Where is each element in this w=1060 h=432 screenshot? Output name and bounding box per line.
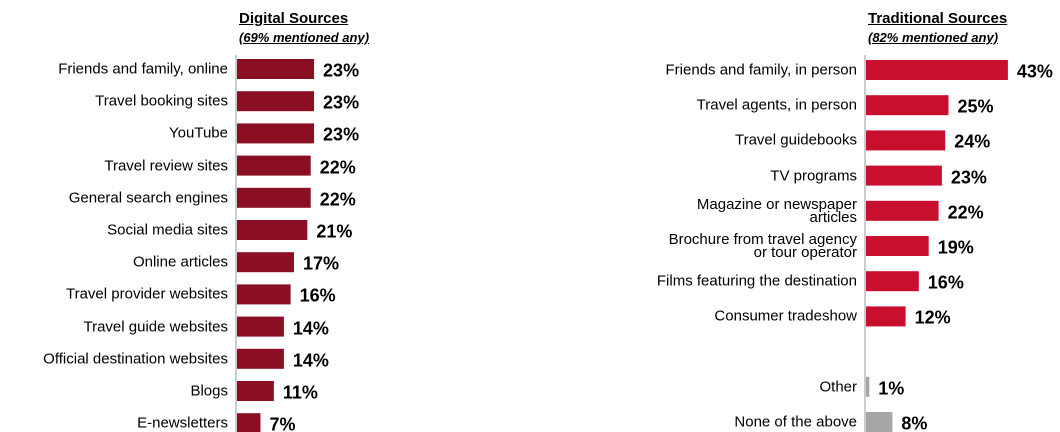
category-label: General search engines xyxy=(68,189,228,207)
bar xyxy=(866,376,870,397)
bar xyxy=(866,130,946,151)
bar xyxy=(237,59,315,79)
category-label: Online articles xyxy=(132,253,228,271)
value-label: 16% xyxy=(299,285,336,306)
bar xyxy=(237,123,315,144)
bar xyxy=(237,284,291,305)
category-label: Travel agents, in person xyxy=(696,96,857,114)
bar xyxy=(237,413,261,432)
category-label: Films featuring the destination xyxy=(656,272,857,290)
bar xyxy=(237,187,311,208)
value-label: 43% xyxy=(1016,61,1053,82)
bar xyxy=(237,155,311,176)
bar xyxy=(237,348,284,369)
category-label: Official destination websites xyxy=(43,350,228,368)
category-label: None of the above xyxy=(734,413,857,431)
bar xyxy=(866,95,949,116)
category-label: Magazine or newspaper articles xyxy=(696,195,857,226)
value-label: 21% xyxy=(316,221,353,242)
value-label: 1% xyxy=(878,378,905,399)
value-label: 11% xyxy=(282,382,318,403)
category-label: Travel booking sites xyxy=(95,92,228,110)
category-label: Consumer tradeshow xyxy=(714,307,857,325)
chart-title: Digital Sources xyxy=(239,10,349,27)
chart-subtitle: (69% mentioned any) xyxy=(239,30,370,45)
category-label: TV programs xyxy=(770,167,857,185)
value-label: 23% xyxy=(950,167,987,188)
value-label: 14% xyxy=(292,318,329,339)
bar xyxy=(237,381,274,401)
bar xyxy=(866,271,919,292)
value-label: 23% xyxy=(323,60,360,81)
value-label: 14% xyxy=(292,350,329,371)
value-label: 22% xyxy=(319,189,356,210)
category-label: YouTube xyxy=(169,124,228,142)
value-label: 24% xyxy=(954,131,991,152)
category-label: Social media sites xyxy=(107,221,228,239)
value-label: 17% xyxy=(302,253,339,274)
category-label: Travel review sites xyxy=(104,157,228,175)
value-label: 22% xyxy=(947,202,984,223)
bar xyxy=(237,316,284,337)
category-label: Blogs xyxy=(190,382,228,400)
bar xyxy=(866,165,942,186)
category-label: Friends and family, in person xyxy=(665,61,857,79)
bar xyxy=(866,236,929,256)
bar xyxy=(866,412,893,432)
category-label: Other xyxy=(819,378,857,396)
category-label: Friends and family, online xyxy=(58,60,228,78)
bar xyxy=(866,200,939,221)
value-label: 8% xyxy=(901,413,928,432)
bar xyxy=(237,220,308,240)
value-label: 12% xyxy=(914,307,951,328)
bar xyxy=(866,306,906,327)
value-label: 25% xyxy=(957,96,994,117)
category-label: Travel provider websites xyxy=(65,285,228,303)
value-label: 23% xyxy=(323,92,360,113)
value-label: 23% xyxy=(323,124,360,145)
value-label: 16% xyxy=(927,272,964,293)
category-label: Travel guide websites xyxy=(83,318,228,336)
bar xyxy=(237,252,294,273)
value-label: 7% xyxy=(269,414,296,432)
chart-subtitle: (82% mentioned any) xyxy=(868,30,999,45)
bar xyxy=(237,91,315,112)
value-label: 22% xyxy=(319,157,356,178)
category-label: Brochure from travel agency or tour oper… xyxy=(668,231,857,261)
value-label: 19% xyxy=(937,237,974,258)
category-label: Travel guidebooks xyxy=(734,131,857,149)
bar xyxy=(866,60,1008,80)
category-label: E-newsletters xyxy=(137,414,228,432)
chart-title: Traditional Sources xyxy=(868,10,1008,27)
